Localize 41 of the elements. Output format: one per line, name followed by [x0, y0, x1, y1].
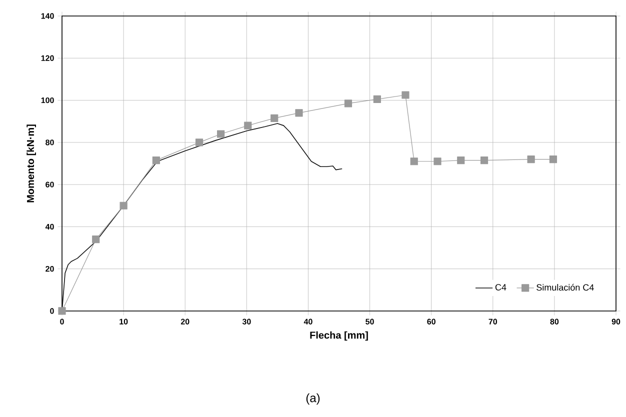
x-tick-label: 20: [180, 318, 190, 324]
point: [295, 109, 303, 117]
x-tick-label: 0: [60, 318, 64, 324]
x-tick-label: 30: [242, 318, 251, 324]
x-tick-label: 70: [488, 318, 498, 324]
y-tick-label: 20: [46, 266, 54, 272]
x-tick-label: 90: [612, 318, 620, 324]
point: [410, 158, 418, 166]
y-tick-label: 60: [46, 182, 54, 188]
point: [527, 155, 535, 164]
point: [457, 156, 465, 164]
x-tick-label: 80: [550, 318, 559, 324]
point: [120, 202, 128, 210]
point: [217, 130, 225, 138]
legend-label: Simulación C4: [536, 284, 594, 291]
y-axis-title: Momento [kN·m]: [26, 124, 36, 202]
x-tick-label: 60: [427, 318, 436, 324]
y-tick-label: 120: [41, 55, 54, 61]
point: [549, 155, 558, 164]
x-tick-label: 50: [366, 318, 374, 324]
point: [152, 156, 160, 164]
point: [195, 138, 204, 146]
point: [92, 236, 100, 244]
y-tick-label: 100: [41, 97, 54, 104]
x-tick-label: 10: [120, 318, 128, 324]
point: [373, 95, 381, 104]
x-tick-label: 40: [304, 318, 312, 324]
point: [344, 100, 352, 108]
point: [434, 158, 442, 166]
legend-label: C4: [495, 284, 506, 290]
point: [244, 122, 252, 130]
y-tick-label: 140: [41, 13, 54, 19]
point: [58, 307, 66, 315]
point: [270, 114, 278, 122]
text: (a): [306, 393, 320, 405]
point: [480, 156, 488, 164]
y-tick-label: 80: [46, 140, 54, 146]
point: [402, 91, 410, 99]
y-tick-label: 40: [45, 224, 54, 230]
y-tick-label: 0: [50, 308, 54, 314]
x-axis-title: Flecha [mm]: [310, 331, 368, 341]
